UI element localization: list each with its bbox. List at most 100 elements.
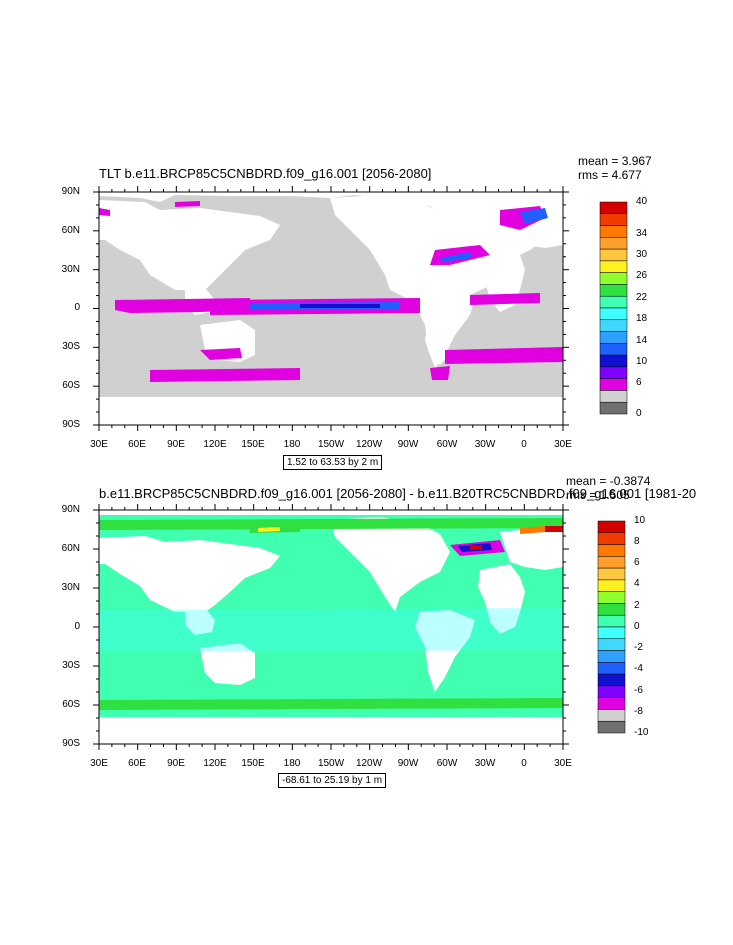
lon-label: 120E — [203, 758, 227, 769]
colorbar-swatch — [597, 544, 626, 557]
lon-label: 30E — [554, 758, 572, 769]
mean-value: mean = -0.3874 — [566, 474, 651, 488]
lat-label: 60N — [61, 543, 80, 554]
lon-label: 30E — [90, 758, 108, 769]
contour-range-box: 1.52 to 63.53 by 2 m — [283, 455, 383, 470]
colorbar-label: -2 — [634, 642, 643, 653]
colorbar-label: 10 — [634, 515, 646, 526]
colorbar-swatch — [599, 343, 628, 356]
lon-label: 120W — [355, 439, 383, 450]
colorbar-label: -4 — [634, 663, 643, 674]
lon-label: 30W — [474, 758, 496, 769]
lat-label: 90S — [62, 419, 80, 430]
colorbar-label: 14 — [636, 335, 648, 346]
colorbar-label: 22 — [636, 292, 648, 303]
colorbar-swatch — [599, 331, 628, 344]
lon-label: 90E — [167, 758, 185, 769]
lon-label: 120E — [203, 439, 227, 450]
colorbar-label: 0 — [634, 621, 640, 632]
map-panel-difference: b.e11.BRCP85C5CNBDRD.f09_g16.001 [2056-2… — [0, 460, 733, 800]
lat-label: 30N — [61, 582, 80, 593]
colorbar-label: 4 — [634, 578, 640, 589]
lon-label: 60W — [436, 439, 458, 450]
lat-label: 60S — [62, 380, 80, 391]
lon-label: 150W — [317, 439, 345, 450]
lon-label: 180 — [283, 439, 301, 450]
colorbar-label: 26 — [636, 270, 648, 281]
ocean-field — [99, 192, 563, 425]
lon-label: 90E — [167, 439, 185, 450]
colorbar-swatch — [599, 319, 628, 332]
lon-label: 30W — [474, 439, 496, 450]
colorbar-label: 6 — [636, 377, 642, 388]
lat-label: 30N — [61, 264, 80, 275]
colorbar-label: 34 — [636, 228, 648, 239]
colorbar-swatch — [597, 697, 626, 710]
lat-label: 0 — [74, 621, 80, 632]
lon-label: 60E — [128, 758, 146, 769]
lon-label: 30E — [554, 439, 572, 450]
colorbar-swatch — [597, 650, 626, 663]
map-plot — [93, 504, 626, 750]
panel-title: TLT b.e11.BRCP85C5CNBDRD.f09_g16.001 [20… — [99, 166, 432, 181]
lon-label: 30E — [90, 439, 108, 450]
colorbar-swatch — [599, 284, 628, 297]
colorbar-swatch — [599, 213, 628, 226]
mean-value: mean = 3.967 — [578, 154, 652, 168]
colorbar-swatch — [597, 662, 626, 675]
colorbar-swatch — [599, 237, 628, 250]
colorbar-swatch — [597, 532, 626, 545]
colorbar-swatch — [599, 354, 628, 368]
colorbar-swatch — [599, 307, 628, 321]
colorbar-swatch — [599, 201, 628, 215]
colorbar — [597, 520, 626, 734]
colorbar-swatch — [597, 720, 626, 734]
lat-label: 90S — [62, 738, 80, 749]
colorbar-swatch — [597, 556, 626, 569]
colorbar-swatch — [599, 248, 628, 262]
lon-label: 150E — [241, 758, 265, 769]
lat-label: 0 — [74, 302, 80, 313]
lon-label: 150W — [317, 758, 345, 769]
colorbar-swatch — [597, 614, 626, 628]
colorbar-label: 30 — [636, 249, 648, 260]
colorbar-swatch — [599, 401, 628, 415]
colorbar-label: 2 — [634, 600, 640, 611]
colorbar-label: 0 — [636, 408, 642, 419]
colorbar-swatch — [597, 626, 626, 640]
colorbar-swatch — [599, 260, 628, 273]
colorbar-swatch — [599, 390, 628, 403]
colorbar-swatch — [597, 673, 626, 687]
colorbar-label: 40 — [636, 196, 648, 207]
colorbar-swatch — [599, 272, 628, 285]
colorbar-swatch — [599, 378, 628, 391]
colorbar — [599, 201, 628, 415]
colorbar-swatch — [597, 567, 626, 581]
lat-label: 30S — [62, 341, 80, 352]
lat-label: 60S — [62, 699, 80, 710]
colorbar-swatch — [597, 579, 626, 592]
lon-label: 150E — [241, 439, 265, 450]
lon-label: 0 — [521, 758, 527, 769]
colorbar-swatch — [599, 225, 628, 238]
colorbar-label: 18 — [636, 313, 648, 324]
colorbar-label: 10 — [636, 356, 648, 367]
colorbar-label: -6 — [634, 685, 643, 696]
lat-label: 60N — [61, 225, 80, 236]
colorbar-swatch — [599, 295, 628, 309]
colorbar-swatch — [597, 638, 626, 651]
colorbar-swatch — [597, 709, 626, 722]
lon-label: 0 — [521, 439, 527, 450]
colorbar-label: 8 — [634, 536, 640, 547]
rms-value: rms = 4.677 — [578, 168, 642, 182]
lat-label: 90N — [61, 186, 80, 197]
lat-label: 90N — [61, 504, 80, 515]
ocean-field — [99, 510, 563, 744]
colorbar-label: -10 — [634, 727, 649, 738]
contour-range-box: -68.61 to 25.19 by 1 m — [278, 773, 387, 788]
map-panel-tlt: TLT b.e11.BRCP85C5CNBDRD.f09_g16.001 [20… — [0, 140, 733, 480]
panel-title: b.e11.BRCP85C5CNBDRD.f09_g16.001 [2056-2… — [99, 486, 697, 501]
colorbar-swatch — [597, 591, 626, 604]
lat-label: 30S — [62, 660, 80, 671]
colorbar-swatch — [597, 685, 626, 698]
